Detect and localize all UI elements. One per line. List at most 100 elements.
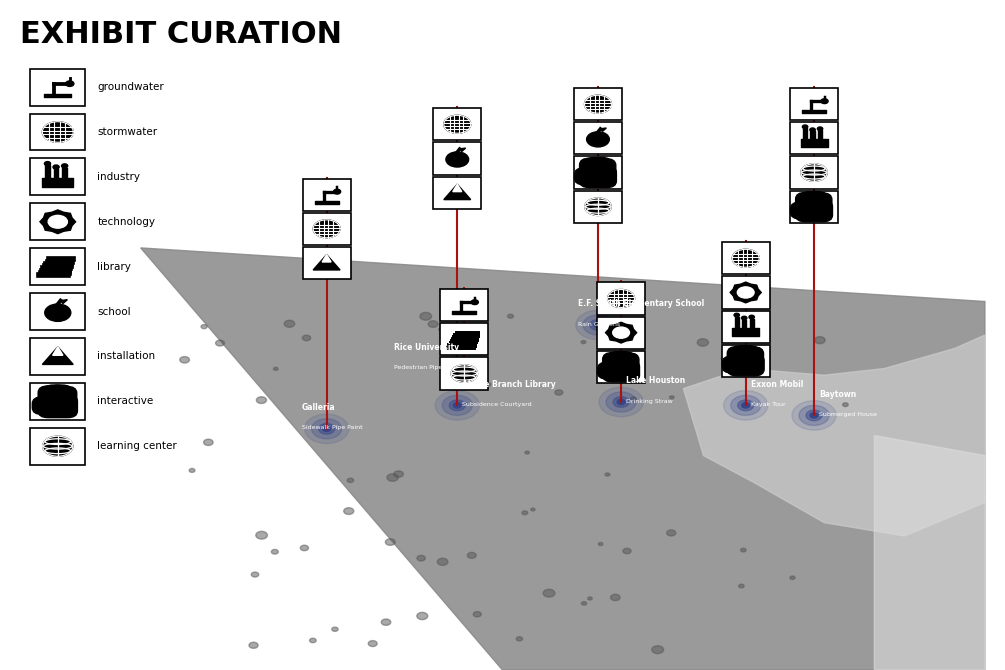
Circle shape	[456, 363, 472, 374]
Circle shape	[201, 324, 207, 329]
FancyBboxPatch shape	[574, 157, 622, 189]
Circle shape	[576, 310, 620, 340]
Text: Exxon Mobil: Exxon Mobil	[751, 380, 803, 389]
Circle shape	[256, 397, 266, 403]
Circle shape	[724, 391, 768, 420]
Circle shape	[581, 602, 587, 605]
Circle shape	[606, 392, 636, 412]
Circle shape	[65, 81, 74, 86]
Circle shape	[739, 584, 744, 588]
Polygon shape	[314, 255, 340, 270]
FancyBboxPatch shape	[53, 387, 76, 408]
Circle shape	[731, 395, 761, 415]
Circle shape	[738, 400, 754, 411]
Polygon shape	[141, 248, 985, 670]
Polygon shape	[459, 148, 465, 151]
Circle shape	[543, 589, 555, 597]
FancyBboxPatch shape	[603, 360, 639, 382]
FancyBboxPatch shape	[597, 317, 645, 349]
Circle shape	[613, 397, 629, 407]
Circle shape	[180, 356, 190, 363]
FancyBboxPatch shape	[805, 192, 828, 213]
FancyBboxPatch shape	[30, 383, 85, 419]
FancyBboxPatch shape	[584, 157, 607, 180]
Circle shape	[428, 321, 438, 328]
Circle shape	[733, 249, 759, 267]
Text: library: library	[97, 262, 132, 271]
Circle shape	[189, 468, 195, 472]
Circle shape	[799, 405, 829, 425]
Circle shape	[323, 426, 331, 431]
FancyBboxPatch shape	[723, 356, 749, 373]
Circle shape	[420, 312, 431, 320]
FancyBboxPatch shape	[303, 213, 351, 245]
Polygon shape	[40, 210, 75, 234]
Text: school: school	[97, 307, 131, 316]
Text: industry: industry	[97, 172, 141, 182]
FancyBboxPatch shape	[43, 385, 66, 408]
Circle shape	[522, 511, 528, 515]
FancyBboxPatch shape	[612, 352, 635, 374]
FancyBboxPatch shape	[574, 190, 622, 222]
FancyBboxPatch shape	[433, 177, 481, 209]
Circle shape	[821, 98, 828, 104]
Circle shape	[617, 399, 625, 405]
FancyBboxPatch shape	[30, 113, 85, 151]
Circle shape	[587, 132, 609, 147]
Circle shape	[368, 641, 377, 647]
FancyBboxPatch shape	[796, 200, 832, 222]
Circle shape	[303, 335, 311, 341]
FancyBboxPatch shape	[728, 346, 751, 367]
Circle shape	[347, 478, 354, 482]
FancyBboxPatch shape	[796, 192, 819, 213]
FancyBboxPatch shape	[303, 247, 351, 279]
FancyBboxPatch shape	[741, 347, 764, 367]
Circle shape	[749, 316, 755, 319]
Circle shape	[216, 340, 224, 346]
Text: Baytown: Baytown	[819, 390, 856, 399]
Circle shape	[451, 364, 477, 383]
Circle shape	[485, 383, 490, 387]
Circle shape	[344, 508, 354, 515]
Circle shape	[806, 410, 822, 421]
FancyBboxPatch shape	[589, 157, 612, 180]
FancyBboxPatch shape	[809, 193, 832, 213]
FancyBboxPatch shape	[790, 190, 838, 222]
Circle shape	[555, 390, 563, 395]
FancyBboxPatch shape	[574, 88, 622, 121]
FancyBboxPatch shape	[593, 159, 616, 180]
Circle shape	[585, 198, 611, 216]
FancyBboxPatch shape	[30, 293, 85, 330]
Text: Rice University: Rice University	[394, 343, 459, 352]
Circle shape	[810, 413, 818, 418]
Circle shape	[394, 471, 403, 477]
FancyBboxPatch shape	[722, 242, 770, 275]
Circle shape	[305, 414, 349, 444]
Circle shape	[652, 646, 663, 654]
Polygon shape	[323, 255, 331, 262]
Text: Aldine Branch Library: Aldine Branch Library	[462, 380, 556, 389]
Circle shape	[271, 549, 278, 554]
Circle shape	[435, 391, 479, 420]
FancyBboxPatch shape	[616, 353, 639, 374]
Circle shape	[613, 327, 629, 338]
Circle shape	[446, 152, 468, 167]
Circle shape	[42, 436, 73, 456]
Circle shape	[583, 315, 613, 335]
FancyBboxPatch shape	[574, 122, 622, 155]
Circle shape	[381, 619, 391, 625]
Circle shape	[444, 115, 470, 133]
FancyBboxPatch shape	[48, 385, 72, 408]
Circle shape	[251, 572, 258, 577]
Circle shape	[300, 545, 309, 551]
FancyBboxPatch shape	[722, 311, 770, 343]
Text: installation: installation	[97, 352, 156, 361]
Circle shape	[53, 165, 59, 169]
Circle shape	[722, 356, 728, 360]
FancyBboxPatch shape	[737, 346, 760, 367]
FancyBboxPatch shape	[433, 143, 481, 175]
FancyBboxPatch shape	[303, 178, 351, 210]
FancyBboxPatch shape	[790, 122, 838, 155]
FancyBboxPatch shape	[607, 352, 630, 374]
Circle shape	[45, 304, 70, 322]
